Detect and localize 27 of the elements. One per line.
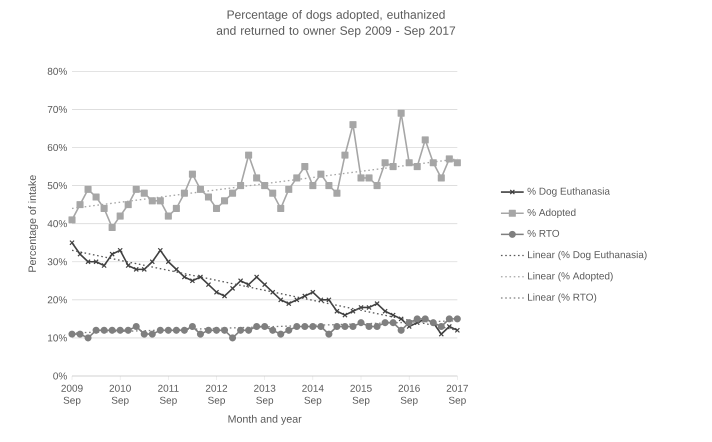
y-tick-label: 0% (53, 372, 67, 380)
x-tick-label: 2012 Sep (206, 384, 228, 406)
x-tick-label: 2010 Sep (110, 384, 131, 406)
x-tick-label: 2009 Sep (61, 384, 83, 406)
legend-label: Linear (% RTO) (528, 293, 596, 303)
y-tick-label: 60% (48, 144, 67, 152)
y-axis-title: Percentage of intake (28, 175, 38, 272)
y-tick-label: 80% (48, 68, 67, 75)
x-tick-label: 2014 Sep (302, 384, 324, 406)
x-tick-label: 2017 Sep (446, 384, 468, 406)
chart-title: Percentage of dogs adopted, euthanized and returned to owner Sep 2009 - Sep 2017 (216, 10, 456, 38)
y-tick-label: 70% (48, 106, 67, 113)
x-tick-label: 2016 Sep (398, 384, 420, 406)
y-tick-label: 40% (48, 220, 67, 228)
x-tick-label: 2015 Sep (350, 384, 372, 406)
y-tick-label: 20% (48, 296, 67, 304)
legend-label: Linear (% Adopted) (528, 272, 613, 282)
legend-label: % RTO (528, 230, 560, 237)
x-tick-label: 2011 Sep (158, 384, 179, 406)
y-tick-label: 10% (48, 334, 67, 342)
x-axis-title: Month and year (228, 414, 302, 425)
y-tick-label: 50% (48, 182, 67, 190)
legend-label: Linear (% Dog Euthanasia) (528, 250, 647, 260)
legend-label: % Dog Euthanasia (528, 187, 610, 197)
x-tick-label: 2013 Sep (254, 384, 276, 406)
y-tick-label: 30% (48, 258, 67, 266)
legend-label: % Adopted (528, 208, 576, 218)
